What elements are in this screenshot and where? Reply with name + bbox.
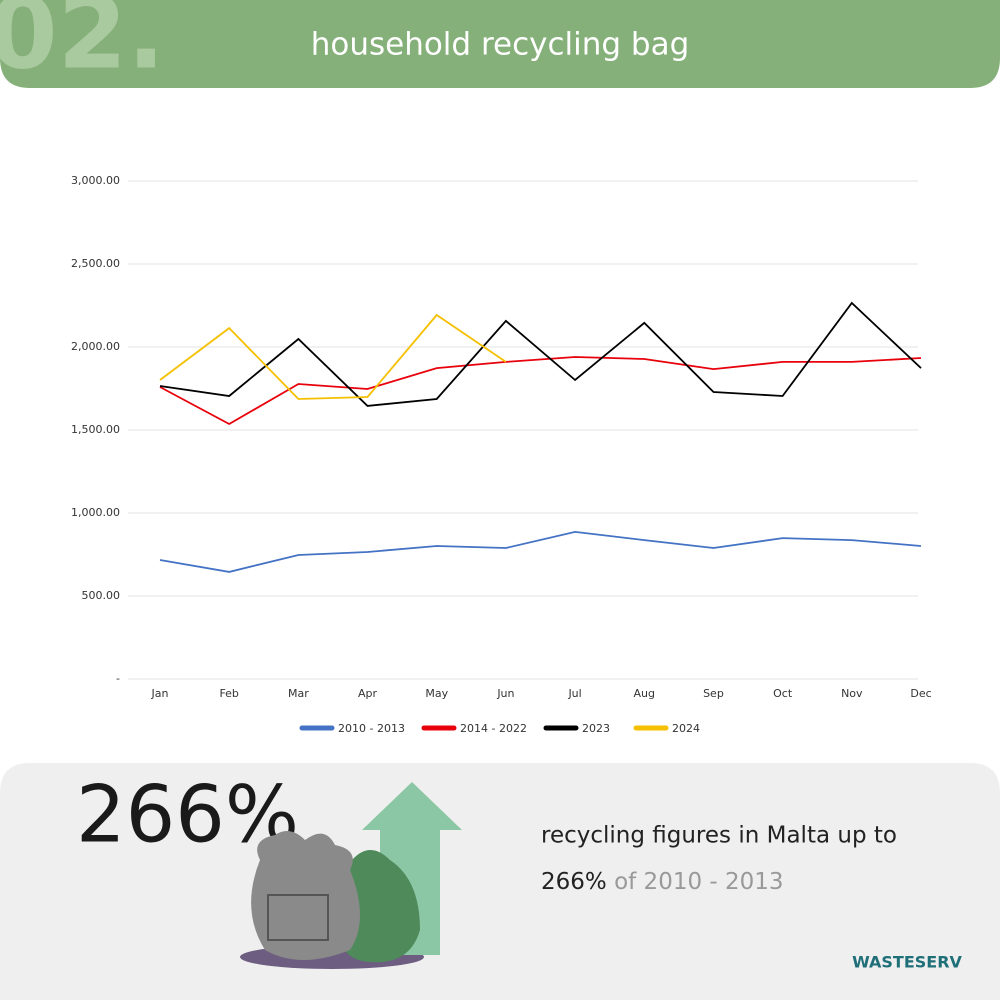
footer-line1: recycling figures in Malta up to	[541, 823, 897, 849]
footer-line2: 266% of 2010 - 2013	[541, 869, 784, 895]
series-line	[159, 530, 922, 573]
x-tick-label: Feb	[219, 687, 238, 700]
x-tick-label: Jan	[151, 687, 169, 700]
header-band	[0, 0, 1000, 88]
legend-label: 2010 - 2013	[338, 722, 405, 735]
x-tick-label: Oct	[773, 687, 793, 700]
y-tick-label: 1,500.00	[71, 423, 120, 436]
y-tick-label: 500.00	[82, 589, 121, 602]
footer-rest: of 2010 - 2013	[614, 869, 783, 895]
header-title: household recycling bag	[311, 27, 690, 63]
y-tick-label: 1,000.00	[71, 506, 120, 519]
y-tick-label: 2,000.00	[71, 340, 120, 353]
x-tick-label: Apr	[358, 687, 378, 700]
footer-panel	[0, 763, 1000, 1000]
legend-label: 2024	[672, 722, 700, 735]
x-tick-label: Mar	[288, 687, 309, 700]
legend-label: 2014 - 2022	[460, 722, 527, 735]
illustration	[240, 782, 462, 969]
series-line	[159, 356, 922, 426]
series-line	[159, 301, 922, 407]
y-tick-label: 3,000.00	[71, 174, 120, 187]
footer-highlight: 266%	[541, 869, 607, 895]
x-tick-label: Dec	[910, 687, 931, 700]
x-tick-label: Nov	[841, 687, 863, 700]
x-tick-label: Jun	[496, 687, 514, 700]
y-tick-label: 2,500.00	[71, 257, 120, 270]
x-tick-label: Sep	[703, 687, 724, 700]
series-line	[159, 313, 507, 400]
header-number: 02.	[0, 0, 165, 91]
logo: WASTESERV	[852, 953, 962, 972]
x-tick-label: Aug	[634, 687, 655, 700]
y-tick-label: -	[116, 672, 120, 685]
x-tick-label: Jul	[567, 687, 581, 700]
x-tick-label: May	[425, 687, 448, 700]
legend-label: 2023	[582, 722, 610, 735]
